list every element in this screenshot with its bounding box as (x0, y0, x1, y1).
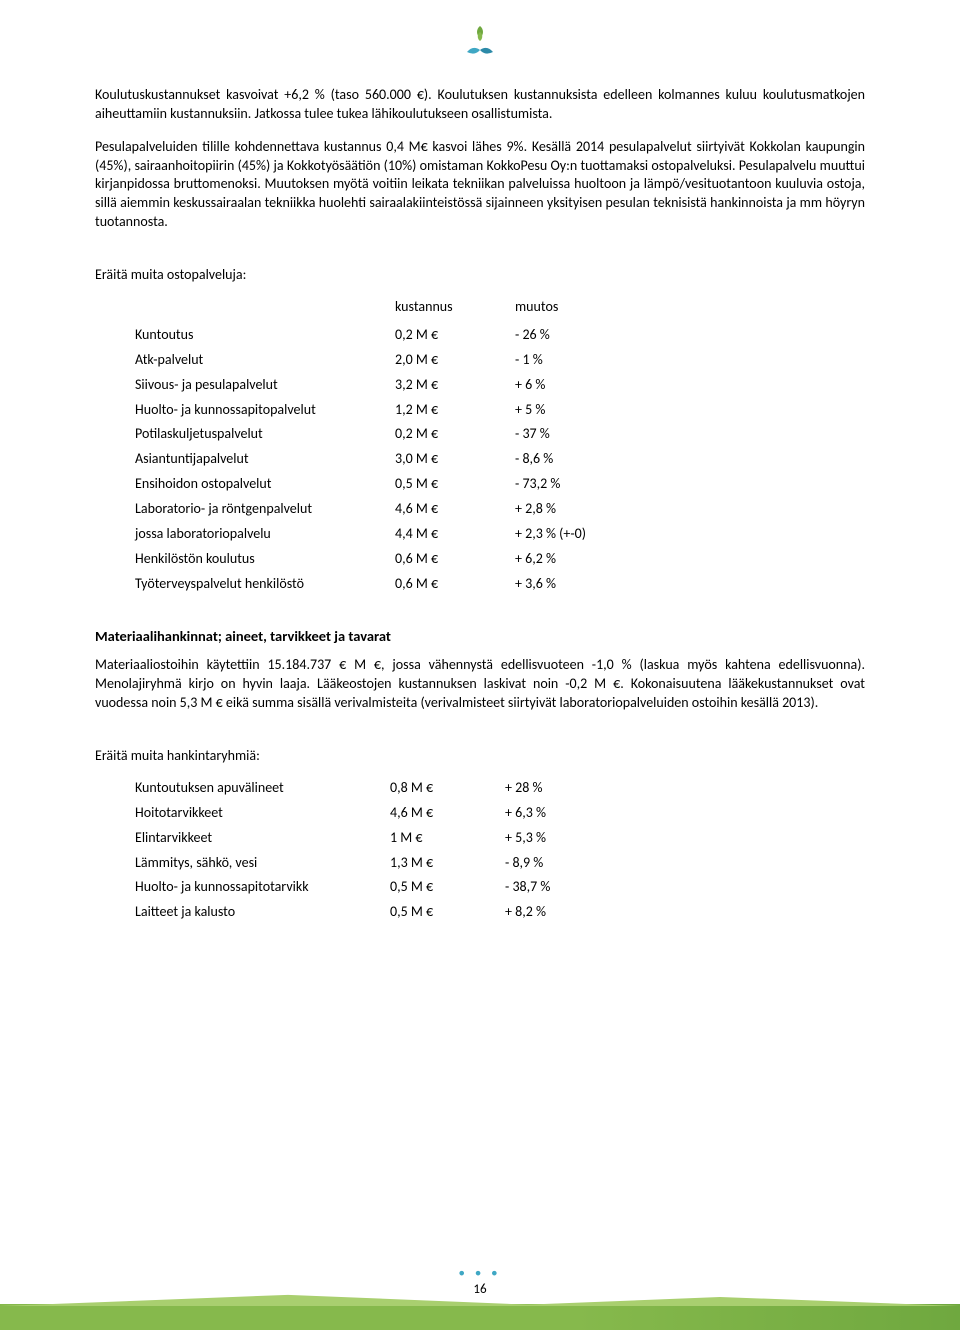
row-cost: 2,0 M € (395, 348, 515, 373)
col-header-change: muutos (515, 295, 695, 323)
row-cost: 0,2 M € (395, 323, 515, 348)
table-row: Lämmitys, sähkö, vesi1,3 M €- 8,9 % (135, 851, 655, 876)
table-row: Huolto- ja kunnossapitopalvelut1,2 M €+ … (135, 398, 695, 423)
table-row: Potilaskuljetuspalvelut0,2 M €- 37 % (135, 422, 695, 447)
row-change: + 5 % (515, 398, 695, 423)
row-change: + 2,8 % (515, 497, 695, 522)
table-row: Atk-palvelut2,0 M €- 1 % (135, 348, 695, 373)
row-cost: 3,0 M € (395, 447, 515, 472)
row-cost: 0,5 M € (390, 875, 505, 900)
table-other-purchases: Kuntoutuksen apuvälineet0,8 M €+ 28 %Hoi… (135, 776, 655, 925)
page-footer: ● ● ● 16 (0, 1266, 960, 1326)
table-other-services: kustannus muutos Kuntoutus0,2 M €- 26 %A… (135, 295, 695, 597)
table-row: Laboratorio- ja röntgenpalvelut4,6 M €+ … (135, 497, 695, 522)
table-row: Hoitotarvikkeet4,6 M €+ 6,3 % (135, 801, 655, 826)
table-row: jossa laboratoriopalvelu4,4 M €+ 2,3 % (… (135, 522, 695, 547)
row-change: - 73,2 % (515, 472, 695, 497)
row-cost: 4,4 M € (395, 522, 515, 547)
table-row: Huolto- ja kunnossapitotarvikk0,5 M €- 3… (135, 875, 655, 900)
row-label: Potilaskuljetuspalvelut (135, 422, 395, 447)
table-row: Siivous- ja pesulapalvelut3,2 M €+ 6 % (135, 373, 695, 398)
row-label: Työterveyspalvelut henkilöstö (135, 572, 395, 597)
row-label: Lämmitys, sähkö, vesi (135, 851, 390, 876)
row-cost: 0,8 M € (390, 776, 505, 801)
page-number: 16 (0, 1281, 960, 1299)
row-change: - 38,7 % (505, 875, 655, 900)
row-label: Laboratorio- ja röntgenpalvelut (135, 497, 395, 522)
row-change: + 6 % (515, 373, 695, 398)
row-change: + 6,2 % (515, 547, 695, 572)
row-label: Elintarvikkeet (135, 826, 390, 851)
row-label: Ensihoidon ostopalvelut (135, 472, 395, 497)
paragraph-laundry-services: Pesulapalveluiden tilille kohdennettava … (95, 138, 865, 232)
header-logo (95, 22, 865, 68)
row-label: Kuntoutuksen apuvälineet (135, 776, 390, 801)
row-label: Atk-palvelut (135, 348, 395, 373)
row-cost: 4,6 M € (395, 497, 515, 522)
row-change: - 8,9 % (505, 851, 655, 876)
row-change: - 26 % (515, 323, 695, 348)
row-label: Siivous- ja pesulapalvelut (135, 373, 395, 398)
table-row: Henkilöstön koulutus0,6 M €+ 6,2 % (135, 547, 695, 572)
row-cost: 0,6 M € (395, 572, 515, 597)
row-label: Huolto- ja kunnossapitopalvelut (135, 398, 395, 423)
footer-dots: ● ● ● (0, 1266, 960, 1280)
row-change: + 28 % (505, 776, 655, 801)
row-label: Hoitotarvikkeet (135, 801, 390, 826)
row-cost: 0,5 M € (395, 472, 515, 497)
row-cost: 1,3 M € (390, 851, 505, 876)
row-cost: 4,6 M € (390, 801, 505, 826)
row-change: + 2,3 % (+-0) (515, 522, 695, 547)
row-cost: 0,2 M € (395, 422, 515, 447)
intro-other-purchases: Eräitä muita hankintaryhmiä: (95, 747, 865, 766)
row-cost: 1 M € (390, 826, 505, 851)
row-cost: 1,2 M € (395, 398, 515, 423)
row-change: + 5,3 % (505, 826, 655, 851)
footer-decoration (0, 1304, 960, 1330)
row-change: + 8,2 % (505, 900, 655, 925)
table-row: Kuntoutus0,2 M €- 26 % (135, 323, 695, 348)
paragraph-materials: Materiaaliostoihin käytettiin 15.184.737… (95, 656, 865, 713)
row-label: Asiantuntijapalvelut (135, 447, 395, 472)
row-label: Kuntoutus (135, 323, 395, 348)
intro-other-services: Eräitä muita ostopalveluja: (95, 266, 865, 285)
row-label: Huolto- ja kunnossapitotarvikk (135, 875, 390, 900)
col-header-cost: kustannus (395, 295, 515, 323)
table-row: Laitteet ja kalusto0,5 M €+ 8,2 % (135, 900, 655, 925)
row-cost: 3,2 M € (395, 373, 515, 398)
paragraph-training-costs: Koulutuskustannukset kasvoivat +6,2 % (t… (95, 86, 865, 124)
row-change: + 3,6 % (515, 572, 695, 597)
heading-materials: Materiaalihankinnat; aineet, tarvikkeet … (95, 627, 865, 647)
row-change: + 6,3 % (505, 801, 655, 826)
row-label: jossa laboratoriopalvelu (135, 522, 395, 547)
table-row: Työterveyspalvelut henkilöstö0,6 M €+ 3,… (135, 572, 695, 597)
row-cost: 0,6 M € (395, 547, 515, 572)
row-change: - 37 % (515, 422, 695, 447)
row-change: - 1 % (515, 348, 695, 373)
row-label: Henkilöstön koulutus (135, 547, 395, 572)
table-row: Kuntoutuksen apuvälineet0,8 M €+ 28 % (135, 776, 655, 801)
table-row: Asiantuntijapalvelut3,0 M €- 8,6 % (135, 447, 695, 472)
row-cost: 0,5 M € (390, 900, 505, 925)
row-change: - 8,6 % (515, 447, 695, 472)
row-label: Laitteet ja kalusto (135, 900, 390, 925)
table-row: Ensihoidon ostopalvelut0,5 M €- 73,2 % (135, 472, 695, 497)
table-row: Elintarvikkeet1 M €+ 5,3 % (135, 826, 655, 851)
